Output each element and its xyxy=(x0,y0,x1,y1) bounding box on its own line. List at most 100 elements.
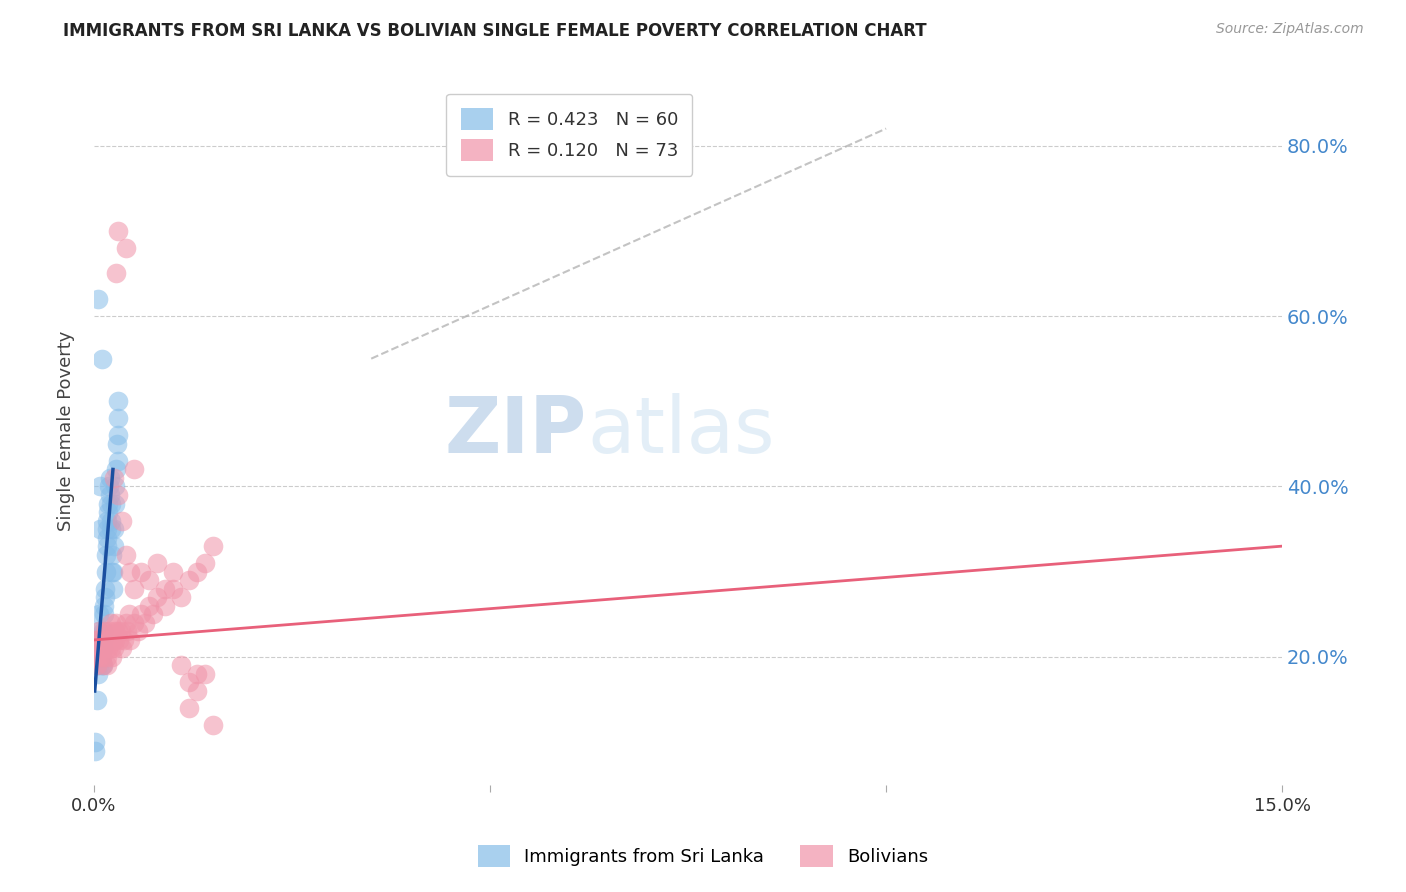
Point xyxy=(114,548,136,562)
Point xyxy=(131,565,153,579)
Point xyxy=(89,649,111,664)
Point xyxy=(87,667,110,681)
Point xyxy=(111,641,134,656)
Point xyxy=(103,522,125,536)
Point xyxy=(87,607,110,622)
Point xyxy=(94,624,117,639)
Point xyxy=(122,615,145,630)
Point xyxy=(100,522,122,536)
Point xyxy=(90,351,112,366)
Point xyxy=(89,522,111,536)
Point xyxy=(101,582,124,596)
Point xyxy=(146,556,169,570)
Point xyxy=(105,267,128,281)
Point xyxy=(90,641,112,656)
Point xyxy=(201,539,224,553)
Point xyxy=(98,488,121,502)
Y-axis label: Single Female Poverty: Single Female Poverty xyxy=(58,331,75,532)
Point xyxy=(87,292,110,306)
Point xyxy=(96,514,118,528)
Point xyxy=(122,582,145,596)
Point xyxy=(186,684,208,698)
Point xyxy=(89,641,111,656)
Point xyxy=(98,479,121,493)
Point xyxy=(97,505,120,519)
Point xyxy=(194,556,217,570)
Point xyxy=(89,632,111,647)
Point xyxy=(90,649,112,664)
Point xyxy=(97,641,120,656)
Point xyxy=(97,496,120,510)
Point xyxy=(91,632,114,647)
Point xyxy=(96,649,118,664)
Point xyxy=(170,591,193,605)
Point xyxy=(170,658,193,673)
Point xyxy=(96,522,118,536)
Point xyxy=(86,692,108,706)
Point xyxy=(107,488,129,502)
Point xyxy=(87,624,110,639)
Point xyxy=(186,565,208,579)
Point xyxy=(83,632,105,647)
Point xyxy=(84,641,107,656)
Point xyxy=(90,658,112,673)
Point xyxy=(186,667,208,681)
Point xyxy=(103,641,125,656)
Point xyxy=(90,649,112,664)
Point xyxy=(84,649,107,664)
Point xyxy=(83,735,105,749)
Point xyxy=(86,658,108,673)
Point xyxy=(100,496,122,510)
Point xyxy=(98,471,121,485)
Point xyxy=(86,658,108,673)
Point xyxy=(101,548,124,562)
Point xyxy=(114,615,136,630)
Point xyxy=(107,411,129,425)
Point xyxy=(101,649,124,664)
Point xyxy=(87,632,110,647)
Point xyxy=(177,675,200,690)
Text: Source: ZipAtlas.com: Source: ZipAtlas.com xyxy=(1216,22,1364,37)
Point xyxy=(107,624,129,639)
Point xyxy=(115,624,138,639)
Point xyxy=(90,632,112,647)
Point xyxy=(111,514,134,528)
Point xyxy=(93,641,115,656)
Point xyxy=(89,479,111,493)
Point xyxy=(101,632,124,647)
Point xyxy=(131,607,153,622)
Point xyxy=(87,641,110,656)
Point xyxy=(89,649,111,664)
Point xyxy=(177,573,200,587)
Point xyxy=(100,641,122,656)
Point xyxy=(101,565,124,579)
Point xyxy=(96,658,118,673)
Point xyxy=(91,658,114,673)
Point xyxy=(177,701,200,715)
Point xyxy=(138,599,160,613)
Point xyxy=(90,649,112,664)
Point xyxy=(93,599,115,613)
Point xyxy=(96,531,118,545)
Point xyxy=(101,565,124,579)
Point xyxy=(120,632,142,647)
Point xyxy=(96,539,118,553)
Point xyxy=(100,615,122,630)
Point xyxy=(134,615,156,630)
Point xyxy=(103,471,125,485)
Point xyxy=(98,624,121,639)
Point xyxy=(87,641,110,656)
Point xyxy=(107,394,129,409)
Legend: R = 0.423   N = 60, R = 0.120   N = 73: R = 0.423 N = 60, R = 0.120 N = 73 xyxy=(446,94,692,176)
Point xyxy=(93,624,115,639)
Point xyxy=(162,565,184,579)
Point xyxy=(110,624,132,639)
Point xyxy=(122,462,145,476)
Point xyxy=(118,565,141,579)
Point xyxy=(94,632,117,647)
Point xyxy=(146,591,169,605)
Point xyxy=(94,591,117,605)
Point xyxy=(89,632,111,647)
Point xyxy=(83,744,105,758)
Point xyxy=(118,607,141,622)
